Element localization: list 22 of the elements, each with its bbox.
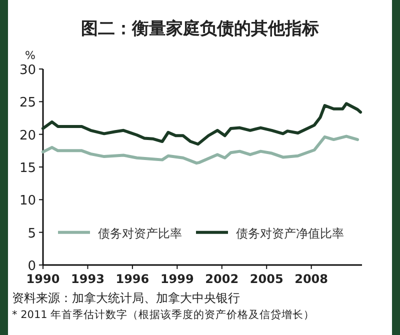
x-tick-label: 2005 bbox=[250, 272, 284, 286]
text: * 2011 年首季估计数字（根据该季度的资产价格及信贷增长） bbox=[12, 308, 315, 321]
x-tick-label: 2002 bbox=[205, 272, 239, 286]
text: 资料来源：加拿大统计局、加拿大中央银行 bbox=[12, 291, 240, 305]
y-tick-label: 10 bbox=[19, 194, 36, 209]
y-tick-label: 25 bbox=[19, 96, 36, 111]
y-tick-label: 30 bbox=[19, 63, 36, 78]
x-tick-label: 1990 bbox=[26, 272, 60, 286]
y-tick-label: 15 bbox=[19, 161, 36, 176]
chart-title: 图二：衡量家庭负债的其他指标 bbox=[81, 19, 319, 39]
x-tick-label: 1996 bbox=[116, 272, 150, 286]
y-tick-label: 0 bbox=[28, 259, 36, 274]
legend-label: 债务对资产净值比率 bbox=[236, 226, 344, 240]
x-tick-label: 2008 bbox=[294, 272, 328, 286]
y-tick-label: 5 bbox=[28, 226, 36, 242]
x-tick-label: 1999 bbox=[160, 272, 194, 286]
legend-label: 债务对资产比率 bbox=[98, 226, 182, 240]
y-axis-title: % bbox=[25, 49, 36, 62]
line-series bbox=[42, 134, 360, 165]
line-series bbox=[42, 102, 362, 146]
y-tick-label: 20 bbox=[19, 128, 36, 144]
x-tick-label: 1993 bbox=[71, 272, 104, 286]
